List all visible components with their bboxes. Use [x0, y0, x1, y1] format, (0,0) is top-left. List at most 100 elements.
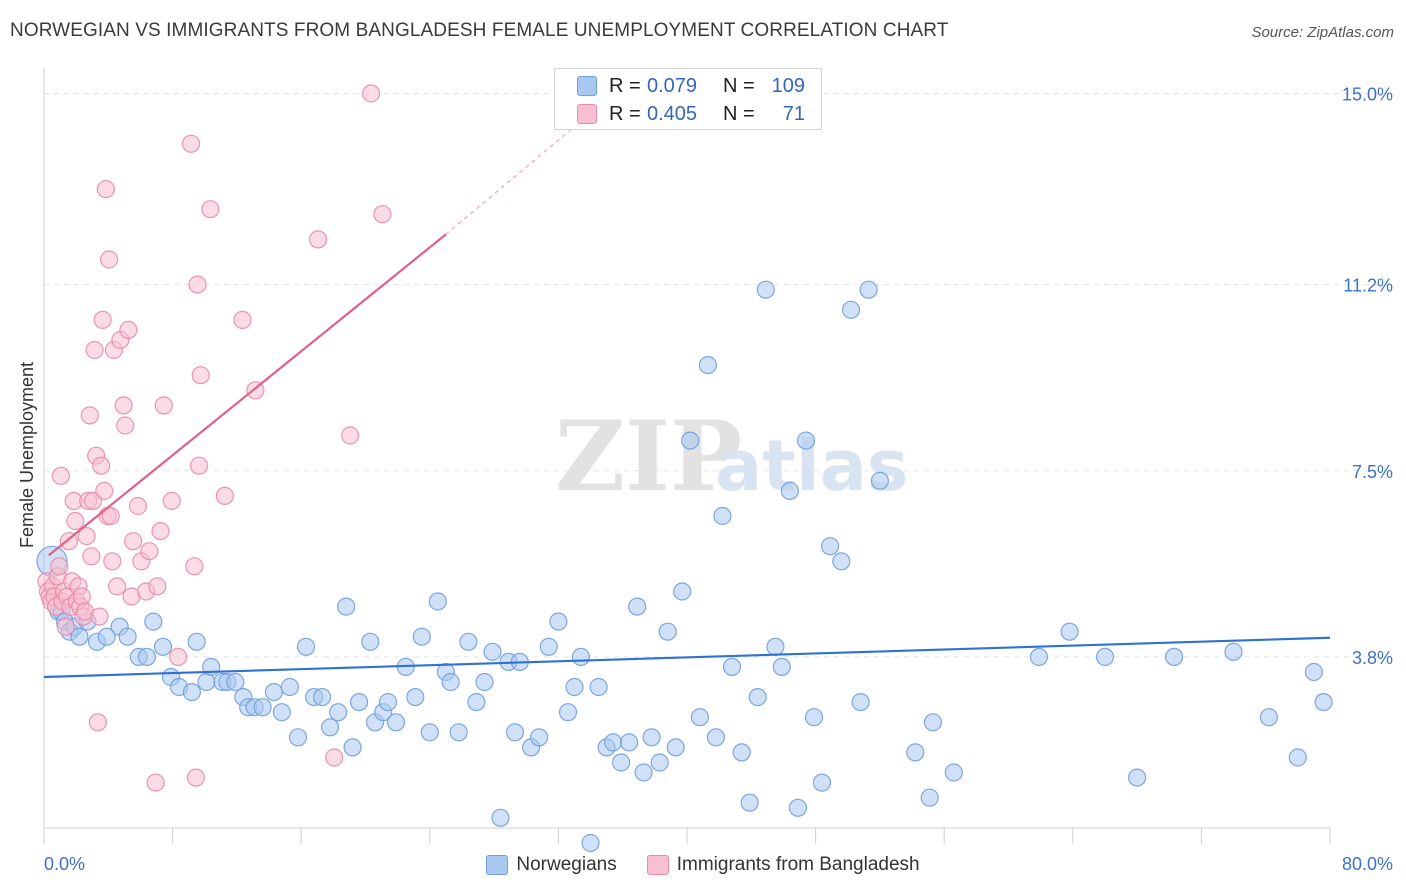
legend-label: Norwegians: [516, 854, 617, 875]
chart-title: NORWEGIAN VS IMMIGRANTS FROM BANGLADESH …: [10, 20, 949, 41]
norwegian-point: [197, 672, 216, 692]
norwegian-point: [1314, 692, 1333, 712]
bangladesh-point: [88, 713, 108, 732]
norwegian-point: [483, 642, 502, 661]
y-tick-label: 3.8%: [1352, 648, 1393, 668]
source-credit: Source: ZipAtlas.com: [1251, 24, 1394, 41]
norwegian-point: [475, 672, 494, 692]
x-tick-label: 80.0%: [1342, 854, 1393, 874]
bangladesh-point: [185, 557, 204, 576]
norwegian-point: [619, 733, 639, 752]
norwegians-swatch: [577, 76, 597, 96]
norwegian-point: [1095, 647, 1115, 667]
norwegian-point: [420, 723, 439, 742]
r-value: 0.079: [647, 74, 698, 97]
x-tick-label: 0.0%: [44, 854, 85, 874]
r-label: R =: [609, 102, 641, 125]
norwegian-point: [350, 692, 369, 712]
bangladesh-point: [148, 577, 167, 596]
norwegian-point: [343, 738, 362, 757]
bangladesh-point: [188, 275, 207, 294]
norwegian-point: [144, 612, 163, 631]
norwegian-point: [1029, 647, 1049, 667]
n-value: 109: [771, 74, 805, 97]
norwegian-point: [280, 677, 299, 697]
bangladesh-point: [101, 506, 120, 526]
bangladesh-point: [77, 526, 96, 546]
norwegian-point: [788, 798, 808, 817]
bangladesh-point: [128, 496, 148, 516]
norwegian-point: [870, 471, 890, 490]
norwegian-point: [740, 793, 759, 812]
bangladesh-point: [72, 587, 91, 606]
norwegian-point: [706, 728, 726, 747]
bangladesh-point: [95, 481, 114, 500]
norwegian-point: [428, 592, 447, 611]
legend-swatch-bangladesh: [646, 855, 669, 875]
n-label: N =: [723, 102, 755, 125]
bangladesh-point: [116, 416, 135, 435]
bangladesh-point: [373, 205, 392, 224]
norwegian-point: [796, 431, 816, 450]
bangladesh-point: [91, 456, 111, 475]
norwegian-point: [296, 637, 316, 656]
norwegian-point: [658, 622, 677, 641]
norwegian-point: [449, 723, 468, 742]
tick-labels: 3.8% 7.5% 11.2% 15.0% 0.0% 80.0%: [44, 85, 1393, 875]
norwegian-point: [713, 506, 732, 526]
bangladesh-trend-extension: [445, 118, 585, 235]
norwegian-point: [634, 763, 653, 782]
bangladesh-point: [201, 200, 220, 219]
bangladesh-point: [114, 396, 133, 415]
y-axis-label: Female Unemployment: [17, 362, 37, 548]
norwegian-point: [549, 612, 568, 631]
norwegian-point: [70, 627, 89, 646]
n-label: N =: [723, 74, 755, 97]
norwegian-point: [820, 537, 840, 556]
bangladesh-point: [341, 426, 360, 445]
bangladesh-point: [99, 250, 119, 269]
stats-row-norwegians: R = 0.079 N = 109: [577, 71, 805, 101]
bangladesh-point: [233, 310, 252, 329]
norwegian-point: [673, 582, 692, 601]
r-label: R =: [609, 74, 641, 97]
norwegian-point: [859, 280, 878, 299]
norwegian-point: [378, 692, 398, 712]
norwegian-point: [944, 763, 963, 782]
norwegian-point: [118, 627, 137, 646]
trend-lines: [43, 118, 1331, 679]
norwegian-point: [182, 682, 201, 702]
norwegian-point: [467, 692, 486, 712]
norwegian-point: [851, 692, 870, 712]
legend-item-norwegians[interactable]: Norwegians: [486, 854, 617, 876]
norwegian-point: [748, 687, 767, 707]
bangladesh-point: [182, 134, 201, 153]
bangladesh-point: [146, 773, 165, 792]
norwegian-point: [1164, 647, 1184, 667]
bangladesh-point: [124, 532, 143, 551]
norwegian-point: [772, 657, 791, 677]
norwegian-point: [690, 708, 710, 727]
norwegian-point: [1259, 708, 1279, 727]
norwegian-point: [565, 677, 584, 697]
norwegian-point: [1224, 642, 1243, 661]
norwegian-point: [264, 682, 283, 702]
bangladesh-point: [190, 456, 209, 475]
norwegian-point: [841, 300, 861, 319]
norwegian-point: [406, 687, 425, 707]
bangladesh-swatch: [577, 104, 597, 124]
watermark-zip: ZIP: [555, 400, 742, 513]
bangladesh-point: [66, 511, 85, 531]
norwegian-point: [1288, 748, 1307, 767]
norwegian-point: [581, 833, 600, 853]
norwegian-point: [459, 632, 478, 651]
bangladesh-point: [169, 647, 188, 667]
bangladesh-point: [362, 84, 381, 103]
norwegian-point: [321, 718, 340, 737]
legend-item-bangladesh[interactable]: Immigrants from Bangladesh: [646, 854, 920, 876]
bangladesh-point: [162, 491, 181, 510]
norwegian-point: [329, 703, 348, 722]
bangladesh-point: [56, 617, 75, 636]
norwegian-point: [804, 708, 824, 727]
y-tick-label: 11.2%: [1343, 276, 1393, 296]
